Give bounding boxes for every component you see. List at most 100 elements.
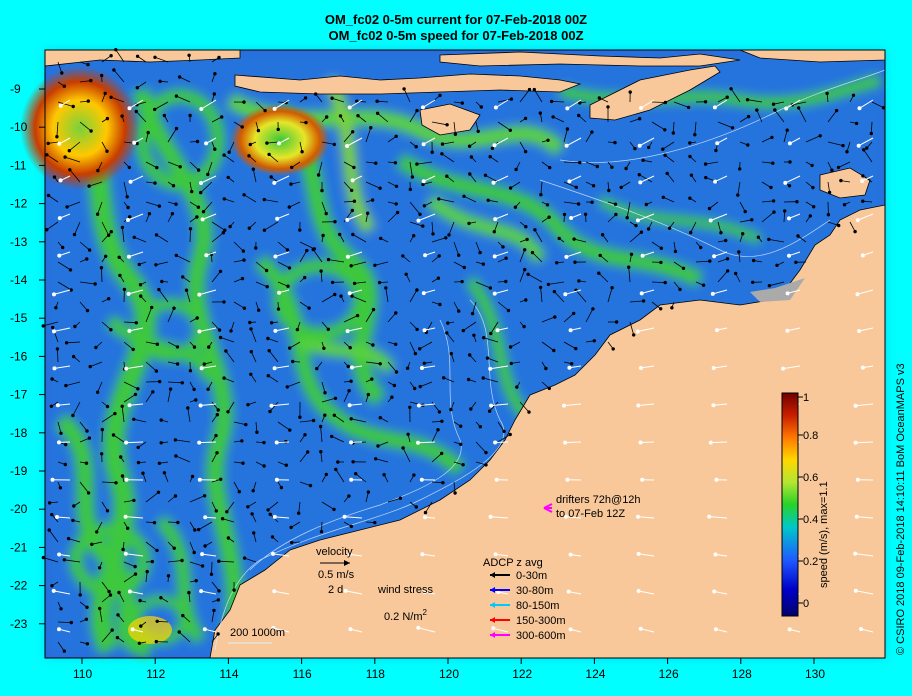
wind-vector (493, 175, 509, 184)
current-vector (365, 309, 374, 323)
current-vector-head (415, 327, 419, 332)
current-vector-head (105, 509, 110, 513)
wind-vector-head (787, 253, 791, 258)
wind-vector (857, 289, 874, 295)
current-vector-head (404, 272, 408, 276)
wind-vector (129, 99, 144, 109)
current-vector (320, 426, 323, 443)
wind-vector (129, 403, 144, 406)
current-vector-head (55, 347, 60, 351)
wind-vector (274, 516, 290, 519)
wind-vector-head (421, 105, 425, 110)
current-vector-head (334, 467, 338, 472)
current-vector-head (514, 167, 518, 172)
current-vector-head (84, 461, 89, 465)
wind-vector-head (274, 477, 279, 482)
wind-vector-head (787, 627, 792, 632)
current-vector (351, 295, 367, 303)
current-vector-head (613, 140, 617, 145)
current-vector-head (52, 175, 57, 179)
current-vector-head (154, 369, 159, 373)
current-vector-head (262, 197, 266, 202)
current-vector-head (195, 139, 200, 144)
current-vector (387, 212, 398, 223)
current-vector-head (137, 641, 142, 645)
current-vector-head (371, 343, 375, 347)
wind-vector-head (124, 440, 129, 445)
current-vector-head (51, 325, 55, 330)
current-vector-head (688, 196, 692, 200)
current-vector-head (366, 392, 370, 397)
current-vector (419, 341, 433, 350)
current-vector (761, 181, 772, 188)
current-vector-head (222, 300, 226, 304)
current-vector-head (196, 205, 201, 209)
current-vector-head (445, 174, 449, 178)
current-vector-head (488, 154, 492, 159)
current-vector (320, 451, 323, 463)
wind-vector-head (853, 551, 858, 556)
map-frame (44, 49, 886, 659)
current-vector-head (254, 246, 258, 250)
y-tick-label: -22 (10, 579, 28, 593)
current-vector-head (291, 359, 295, 364)
current-vector-head (699, 245, 703, 250)
current-vector-head (49, 404, 54, 408)
y-tick-label: -20 (10, 502, 28, 516)
current-vector (227, 401, 235, 413)
current-vector (463, 195, 477, 203)
wind-vector (640, 365, 655, 369)
current-vector (475, 441, 487, 453)
wind-vector (640, 441, 655, 443)
current-vector-head (841, 143, 845, 148)
current-vector (225, 350, 235, 363)
wind-vector-head (51, 588, 56, 593)
current-vector-head (552, 289, 557, 294)
current-vector-head (392, 383, 397, 388)
current-vector (519, 249, 526, 263)
current-vector (827, 141, 844, 146)
current-vector (79, 121, 92, 132)
colorbar-tick-label: 1 (803, 392, 809, 404)
current-vector-head (218, 269, 223, 274)
wind-vector (422, 553, 436, 557)
wind-vector-head (123, 551, 128, 556)
current-vector (223, 154, 235, 163)
current-vector (489, 401, 499, 412)
current-vector (705, 161, 719, 165)
y-tick-label: -16 (10, 349, 28, 363)
current-vector (223, 377, 235, 383)
current-vector-head (836, 165, 841, 170)
current-vector (863, 149, 873, 163)
wind-vector-head (860, 179, 865, 184)
x-tick-label: 122 (512, 667, 532, 681)
wind-vector-head (198, 403, 203, 408)
current-vector-head (279, 485, 284, 490)
current-vector-head (174, 202, 178, 206)
current-vector-head (155, 619, 159, 623)
wind-vector (495, 553, 509, 557)
current-vector-head (298, 228, 302, 232)
current-vector-head (530, 250, 535, 255)
current-vector-head (135, 85, 139, 90)
current-vector (639, 174, 653, 183)
wind-vector-head (783, 180, 788, 185)
current-vector-head (577, 113, 581, 118)
current-vector-head (375, 111, 380, 115)
wind-vector-head (347, 403, 352, 408)
wind-vector-head (197, 477, 202, 482)
wind-vector-head (787, 216, 791, 221)
current-vector (277, 281, 289, 287)
current-vector-head (619, 185, 623, 190)
current-vector-head (442, 376, 446, 380)
current-vector (198, 521, 213, 530)
current-vector-head (246, 403, 250, 407)
wind-vector-head (569, 216, 574, 220)
current-vector-head (598, 253, 602, 258)
wind-vector (494, 289, 509, 295)
current-vector-head (86, 62, 90, 67)
current-vector-head (810, 163, 814, 168)
current-vector (443, 377, 455, 383)
current-vector (540, 287, 543, 303)
current-vector-head (180, 275, 185, 279)
